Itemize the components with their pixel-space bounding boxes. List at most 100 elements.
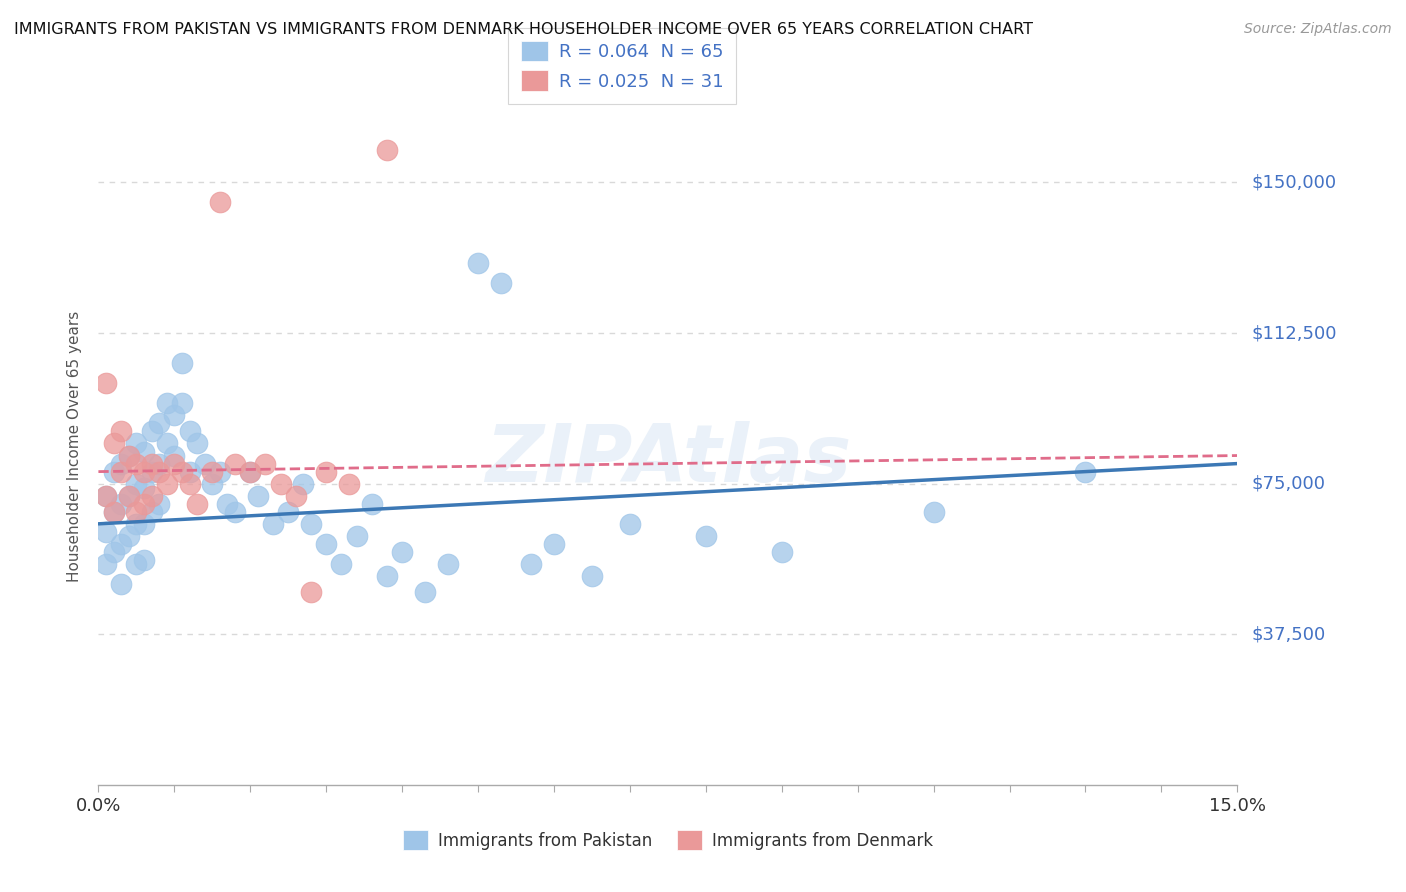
Point (375, 143, 398, 157)
Point (346, 529, 368, 543)
Point (132, 497, 155, 511)
Point (292, 476, 315, 491)
Point (201, 465, 224, 479)
Point (520, 557, 543, 571)
Point (118, 489, 141, 503)
Point (337, 476, 360, 491)
Point (110, 577, 132, 591)
Point (246, 489, 269, 503)
Point (163, 409, 186, 423)
Point (467, 256, 489, 270)
Point (125, 557, 148, 571)
Text: $75,000: $75,000 (1251, 475, 1326, 492)
Point (299, 585, 322, 599)
Point (543, 537, 565, 551)
Point (118, 449, 141, 463)
Point (179, 465, 201, 479)
Point (94, 557, 117, 571)
Point (436, 557, 458, 571)
Point (284, 489, 307, 503)
Point (239, 465, 262, 479)
Point (201, 476, 224, 491)
Point (194, 457, 217, 471)
Point (217, 497, 239, 511)
Text: $112,500: $112,500 (1251, 324, 1337, 342)
Point (141, 465, 163, 479)
Point (125, 505, 148, 519)
Point (299, 516, 322, 531)
Point (170, 396, 193, 410)
Point (141, 457, 163, 471)
Point (148, 465, 170, 479)
Point (94, 524, 117, 539)
Point (148, 457, 170, 471)
Point (103, 505, 125, 519)
Point (224, 457, 246, 471)
Text: $37,500: $37,500 (1251, 625, 1326, 643)
Point (224, 505, 246, 519)
Point (110, 465, 132, 479)
Point (413, 585, 436, 599)
Text: $150,000: $150,000 (1251, 173, 1336, 192)
Point (262, 516, 284, 531)
Point (103, 505, 125, 519)
Point (132, 516, 155, 531)
Point (315, 465, 337, 479)
Point (1074, 465, 1097, 479)
Y-axis label: Householder Income Over 65 years: Householder Income Over 65 years (67, 310, 83, 582)
Point (489, 276, 512, 290)
Point (270, 476, 292, 491)
Point (156, 396, 179, 410)
Point (103, 436, 125, 450)
Point (125, 516, 148, 531)
Point (330, 557, 353, 571)
Point (163, 449, 186, 463)
Point (391, 545, 413, 559)
Point (125, 436, 148, 450)
Point (103, 465, 125, 479)
Point (148, 417, 170, 431)
Point (141, 489, 163, 503)
Point (360, 497, 382, 511)
Point (156, 436, 179, 450)
Point (125, 457, 148, 471)
Point (118, 489, 141, 503)
Point (695, 529, 717, 543)
Point (277, 505, 299, 519)
Point (110, 537, 132, 551)
Point (110, 457, 132, 471)
Text: IMMIGRANTS FROM PAKISTAN VS IMMIGRANTS FROM DENMARK HOUSEHOLDER INCOME OVER 65 Y: IMMIGRANTS FROM PAKISTAN VS IMMIGRANTS F… (14, 22, 1033, 37)
Point (94, 489, 117, 503)
Point (110, 497, 132, 511)
Point (132, 553, 155, 567)
Point (179, 476, 201, 491)
Point (922, 505, 945, 519)
Legend: Immigrants from Pakistan, Immigrants from Denmark: Immigrants from Pakistan, Immigrants fro… (394, 822, 942, 858)
Point (156, 476, 179, 491)
Point (132, 465, 155, 479)
Point (770, 545, 793, 559)
Point (581, 569, 603, 583)
Text: Source: ZipAtlas.com: Source: ZipAtlas.com (1244, 22, 1392, 37)
Point (118, 529, 141, 543)
Point (118, 449, 141, 463)
Point (148, 497, 170, 511)
Point (208, 195, 231, 210)
Point (170, 356, 193, 370)
Point (375, 569, 398, 583)
Point (94, 489, 117, 503)
Text: ZIPAtlas: ZIPAtlas (485, 420, 851, 499)
Point (103, 545, 125, 559)
Point (186, 436, 208, 450)
Point (619, 516, 641, 531)
Point (110, 425, 132, 439)
Point (208, 465, 231, 479)
Point (141, 505, 163, 519)
Point (94, 376, 117, 391)
Point (132, 444, 155, 458)
Point (125, 476, 148, 491)
Point (239, 465, 262, 479)
Point (170, 465, 193, 479)
Point (132, 481, 155, 495)
Point (315, 537, 337, 551)
